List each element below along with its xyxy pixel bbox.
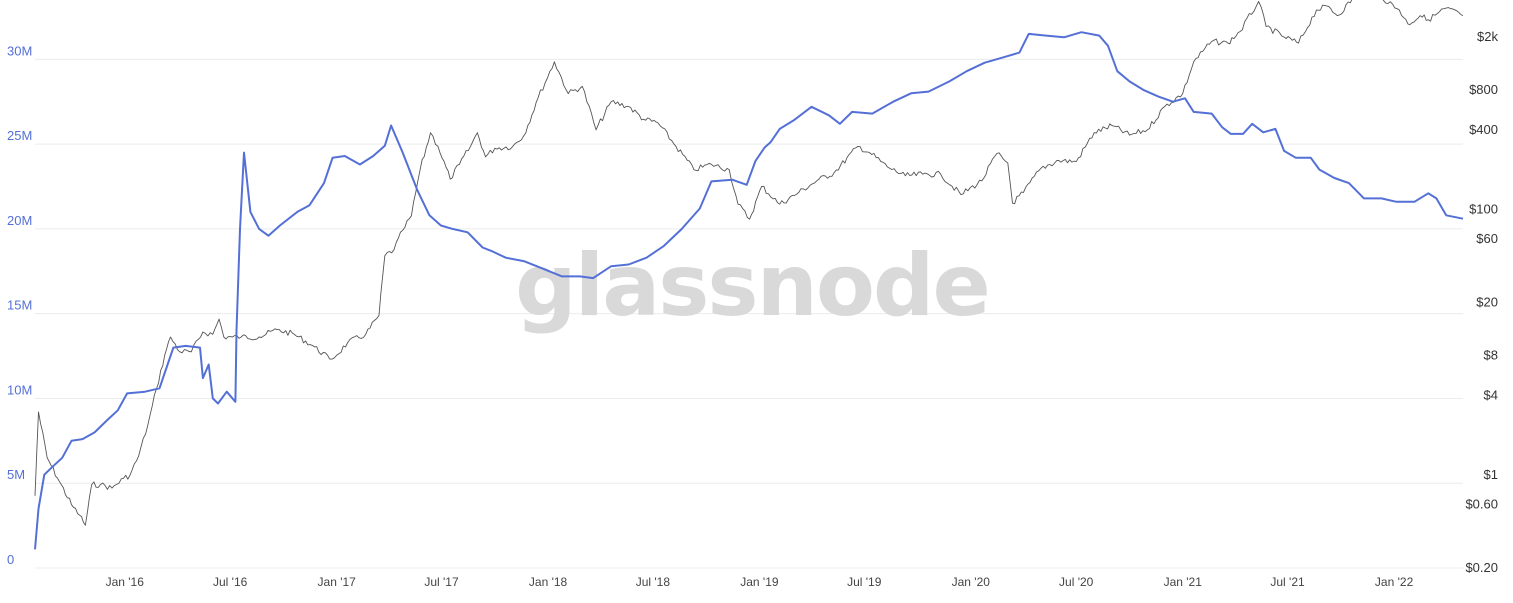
x-tick-label: Jan '19 [740, 575, 779, 589]
y-axis-left: 0 5M 10M 15M 20M 25M 30M [7, 43, 32, 567]
y-left-tick-label: 30M [7, 43, 32, 58]
series-line-right [34, 0, 1464, 526]
x-tick-label: Jan '18 [529, 575, 568, 589]
y-left-tick-label: 5M [7, 467, 25, 482]
y-right-tick-label: $4 [1484, 387, 1498, 402]
y-left-tick-label: 20M [7, 213, 32, 228]
x-tick-label: Jan '21 [1164, 575, 1203, 589]
x-tick-label: Jul '21 [1270, 575, 1305, 589]
y-right-tick-label: $100 [1469, 202, 1498, 217]
x-tick-label: Jul '20 [1059, 575, 1094, 589]
gridlines [35, 58, 1463, 569]
x-tick-label: Jul '17 [424, 575, 459, 589]
y-right-tick-label: $800 [1469, 82, 1498, 97]
y-right-tick-label: $60 [1476, 231, 1498, 246]
y-left-tick-label: 15M [7, 298, 32, 313]
y-right-tick-label: $1 [1484, 467, 1498, 482]
x-axis: Jan '16 Jul '16 Jan '17 Jul '17 Jan '18 Jul '… [106, 575, 1414, 589]
x-tick-label: Jan '20 [952, 575, 991, 589]
x-tick-label: Jul '19 [847, 575, 882, 589]
y-right-tick-label: $400 [1469, 122, 1498, 137]
y-left-tick-label: 10M [7, 382, 32, 397]
y-left-tick-label: 25M [7, 128, 32, 143]
x-tick-label: Jan '22 [1375, 575, 1414, 589]
y-right-tick-label: $2k [1477, 29, 1498, 44]
x-tick-label: Jul '18 [636, 575, 671, 589]
y-right-tick-label: $0.60 [1465, 497, 1498, 512]
y-right-tick-label: $0.20 [1465, 560, 1498, 575]
y-right-tick-label: $8 [1484, 347, 1498, 362]
y-axis-right: $0.20 $0.60 $1 $4 $8 $20 $60 $100 $400 $800 $2k [1465, 29, 1498, 575]
x-tick-label: Jan '17 [318, 575, 357, 589]
x-tick-label: Jan '16 [106, 575, 145, 589]
series-layer [34, 0, 1464, 550]
y-left-tick-label: 0 [7, 552, 14, 567]
y-right-tick-label: $20 [1476, 295, 1498, 310]
watermark: glassnode [515, 236, 989, 336]
series-line-left [34, 31, 1464, 550]
x-tick-label: Jul '16 [213, 575, 248, 589]
